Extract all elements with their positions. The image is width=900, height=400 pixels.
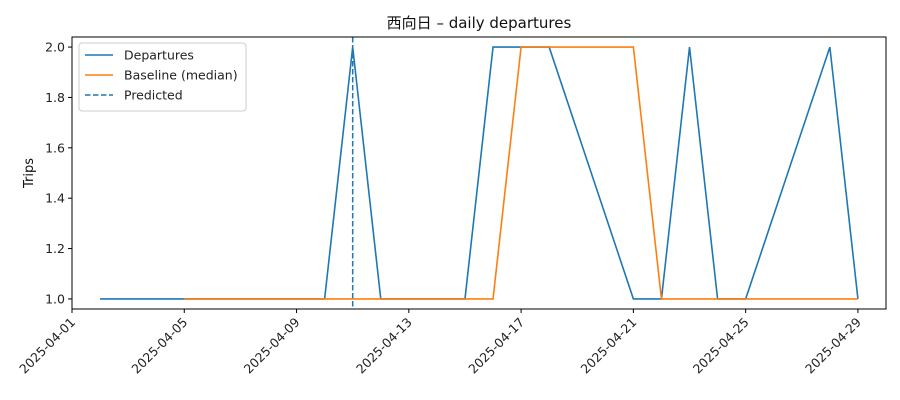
y-axis-label: Trips — [22, 158, 37, 189]
y-axis: 1.0 1.2 1.4 1.6 1.8 2.0 — [45, 40, 72, 306]
legend-label: Departures — [124, 48, 194, 63]
series-line-baseline — [184, 46, 858, 300]
x-axis: 2025-04-01 2025-04-05 2025-04-09 2025-04-13… — [16, 309, 864, 376]
x-tick-label: 2025-04-13 — [353, 315, 415, 377]
legend-label: Predicted — [124, 88, 183, 103]
y-tick-label: 1.8 — [45, 90, 65, 105]
plot-frame — [71, 36, 887, 310]
chart-title: 西向日 – daily departures — [387, 14, 572, 32]
legend: Departures Baseline (median) Predicted — [78, 42, 247, 112]
y-tick-label: 1.2 — [45, 241, 65, 256]
x-tick-label: 2025-04-09 — [241, 314, 303, 376]
x-tick-label: 2025-04-25 — [690, 315, 752, 377]
x-tick-label: 2025-04-17 — [465, 315, 527, 377]
x-tick-label: 2025-04-01 — [16, 315, 78, 377]
legend-box — [78, 42, 247, 112]
y-tick-label: 1.4 — [45, 191, 65, 206]
x-tick-label: 2025-04-29 — [802, 314, 864, 376]
y-tick-label: 2.0 — [45, 40, 65, 55]
series-layer — [100, 37, 859, 309]
legend-label: Baseline (median) — [124, 68, 238, 83]
y-tick-label: 1.0 — [45, 291, 65, 306]
x-tick-label: 2025-04-05 — [128, 315, 190, 377]
x-tick-label: 2025-04-21 — [578, 315, 640, 377]
y-tick-label: 1.6 — [45, 140, 65, 155]
